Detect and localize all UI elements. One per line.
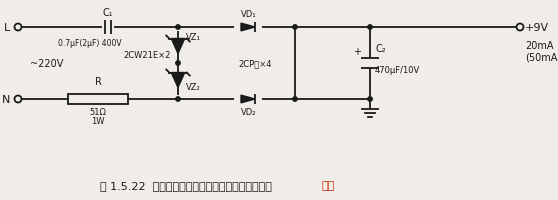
- Text: C₂: C₂: [375, 44, 386, 54]
- Text: ~220V: ~220V: [30, 59, 64, 69]
- Text: 20mA: 20mA: [525, 41, 554, 51]
- Text: 1W: 1W: [92, 117, 105, 126]
- Text: VD₂: VD₂: [241, 107, 257, 116]
- Text: 0.7μF(2μF) 400V: 0.7μF(2μF) 400V: [58, 38, 122, 47]
- FancyBboxPatch shape: [68, 95, 128, 104]
- Polygon shape: [171, 73, 185, 88]
- Circle shape: [293, 97, 297, 102]
- Text: 2CP型×4: 2CP型×4: [238, 59, 272, 68]
- Circle shape: [176, 97, 180, 102]
- Text: 51Ω: 51Ω: [90, 108, 107, 117]
- Text: VZ₂: VZ₂: [186, 83, 201, 92]
- Text: (50mA): (50mA): [525, 53, 558, 63]
- Circle shape: [176, 26, 180, 30]
- Text: VZ₁: VZ₁: [186, 33, 201, 42]
- Text: +9V: +9V: [525, 23, 549, 33]
- Circle shape: [368, 97, 372, 102]
- Text: C₁: C₁: [103, 8, 113, 18]
- Text: 图 1.5.22  无电源变压器的单路供电小功率直流稳压: 图 1.5.22 无电源变压器的单路供电小功率直流稳压: [100, 180, 272, 190]
- Circle shape: [176, 61, 180, 66]
- Circle shape: [293, 26, 297, 30]
- Text: 电路: 电路: [322, 180, 335, 190]
- Polygon shape: [171, 39, 185, 54]
- Polygon shape: [241, 96, 255, 103]
- Text: 2CW21E×2: 2CW21E×2: [123, 51, 170, 60]
- Text: +: +: [353, 47, 361, 57]
- Text: 470μF/10V: 470μF/10V: [375, 66, 420, 75]
- Text: VD₁: VD₁: [241, 10, 257, 19]
- Circle shape: [368, 26, 372, 30]
- Text: L: L: [4, 23, 10, 33]
- Polygon shape: [241, 24, 255, 32]
- Text: R: R: [94, 77, 102, 87]
- Text: N: N: [2, 95, 10, 104]
